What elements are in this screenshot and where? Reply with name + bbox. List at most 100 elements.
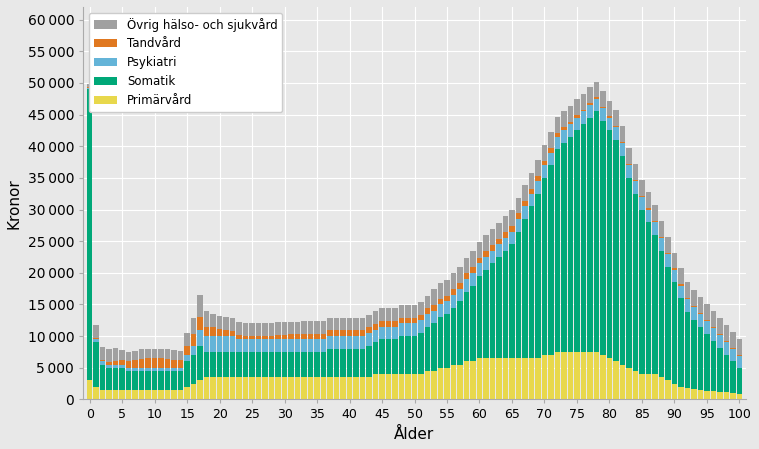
Bar (581, 124, 586, 352)
Bar (197, 380, 203, 400)
Bar (132, 371, 138, 390)
Bar (249, 377, 255, 400)
Bar (119, 350, 125, 360)
Bar (119, 390, 125, 400)
Bar (483, 235, 489, 251)
Bar (471, 361, 476, 400)
Bar (93, 338, 99, 339)
Bar (529, 189, 534, 194)
Bar (392, 339, 398, 374)
Bar (236, 377, 242, 400)
Bar (386, 327, 392, 339)
Bar (87, 88, 93, 89)
Bar (483, 257, 489, 270)
Bar (288, 377, 294, 400)
Bar (548, 148, 554, 153)
Bar (256, 323, 261, 335)
Bar (698, 313, 703, 314)
Bar (529, 173, 534, 189)
Bar (210, 314, 216, 327)
Bar (217, 352, 222, 377)
Bar (619, 142, 625, 143)
Bar (294, 339, 301, 352)
Bar (204, 311, 209, 327)
Bar (152, 371, 157, 390)
Bar (119, 368, 125, 390)
Bar (367, 327, 372, 333)
Bar (294, 352, 301, 377)
Bar (132, 390, 138, 400)
Bar (502, 216, 509, 232)
Bar (561, 143, 567, 352)
Bar (308, 334, 313, 339)
Bar (691, 306, 697, 307)
Bar (263, 339, 268, 352)
Bar (626, 165, 631, 178)
Bar (619, 126, 625, 142)
Bar (191, 355, 197, 383)
Bar (515, 213, 521, 219)
Bar (353, 318, 359, 330)
Bar (263, 323, 268, 335)
Bar (340, 336, 346, 349)
Bar (646, 222, 651, 374)
Bar (217, 329, 222, 336)
Bar (327, 318, 332, 330)
Bar (606, 118, 613, 130)
Bar (613, 127, 619, 140)
Bar (646, 193, 651, 208)
Bar (737, 356, 742, 369)
Bar (568, 106, 573, 122)
Bar (249, 335, 255, 339)
Bar (678, 298, 684, 387)
Bar (132, 368, 138, 371)
Bar (347, 318, 352, 330)
Bar (178, 351, 184, 360)
Bar (639, 197, 644, 210)
Bar (659, 237, 664, 238)
Bar (191, 346, 197, 355)
Bar (619, 143, 625, 156)
Bar (606, 130, 613, 358)
Bar (334, 318, 339, 330)
Bar (392, 308, 398, 321)
Bar (717, 334, 723, 335)
Bar (392, 327, 398, 339)
Bar (431, 323, 436, 371)
Bar (710, 341, 716, 391)
Bar (321, 352, 326, 377)
Bar (276, 322, 281, 335)
Bar (165, 349, 170, 359)
Bar (723, 355, 729, 392)
Bar (288, 352, 294, 377)
Bar (515, 219, 521, 232)
Bar (152, 349, 157, 358)
Bar (106, 349, 112, 362)
Bar (619, 156, 625, 365)
Bar (249, 352, 255, 377)
Bar (308, 352, 313, 377)
Bar (146, 371, 151, 390)
Bar (431, 311, 436, 323)
Bar (425, 371, 430, 400)
Bar (471, 273, 476, 286)
Bar (723, 342, 729, 355)
Bar (223, 330, 229, 336)
Bar (594, 99, 599, 111)
Bar (113, 348, 118, 361)
Bar (548, 153, 554, 165)
Bar (568, 122, 573, 124)
Bar (555, 133, 560, 137)
Bar (236, 339, 242, 352)
Bar (159, 368, 164, 371)
Bar (256, 339, 261, 352)
Bar (633, 371, 638, 400)
Bar (464, 279, 469, 292)
Bar (542, 145, 547, 161)
Bar (398, 305, 405, 318)
Bar (276, 339, 281, 352)
Bar (710, 328, 716, 341)
Bar (502, 251, 509, 358)
Bar (380, 321, 385, 327)
Bar (256, 377, 261, 400)
